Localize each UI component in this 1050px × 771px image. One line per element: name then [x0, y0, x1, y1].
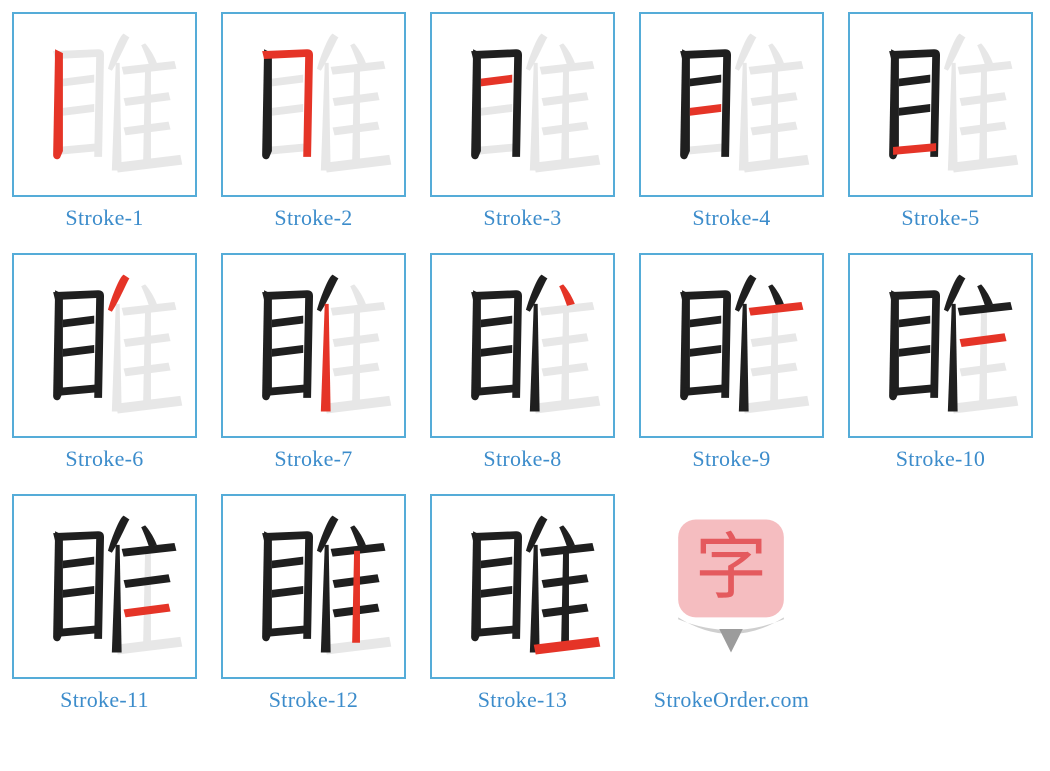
stroke-svg — [641, 255, 822, 436]
stroke-cell: Stroke-10 — [848, 253, 1033, 472]
stroke-cell: Stroke-6 — [12, 253, 197, 472]
stroke-caption: Stroke-6 — [65, 446, 143, 472]
stroke-caption: Stroke-10 — [896, 446, 985, 472]
stroke-caption: Stroke-7 — [274, 446, 352, 472]
stroke-tile — [639, 253, 824, 438]
stroke-cell: Stroke-11 — [12, 494, 197, 713]
stroke-svg — [14, 14, 195, 195]
stroke-svg — [223, 255, 404, 436]
stroke-svg — [432, 496, 613, 677]
stroke-cell: Stroke-9 — [639, 253, 824, 472]
stroke-tile — [430, 12, 615, 197]
stroke-tile — [221, 253, 406, 438]
logo-svg: 字 — [641, 496, 822, 677]
stroke-cell: Stroke-7 — [221, 253, 406, 472]
stroke-cell: Stroke-4 — [639, 12, 824, 231]
stroke-cell: Stroke-5 — [848, 12, 1033, 231]
stroke-caption: Stroke-5 — [901, 205, 979, 231]
logo-cell: 字 StrokeOrder.com — [639, 494, 824, 713]
stroke-caption: Stroke-3 — [483, 205, 561, 231]
logo-glyph: 字 — [695, 527, 767, 608]
stroke-cell: Stroke-2 — [221, 12, 406, 231]
stroke-svg — [14, 496, 195, 677]
stroke-caption: Stroke-1 — [65, 205, 143, 231]
stroke-svg — [223, 496, 404, 677]
stroke-svg — [223, 14, 404, 195]
stroke-cell: Stroke-3 — [430, 12, 615, 231]
stroke-cell: Stroke-13 — [430, 494, 615, 713]
stroke-cell: Stroke-12 — [221, 494, 406, 713]
logo-tile: 字 — [639, 494, 824, 679]
stroke-order-grid: Stroke-1 Stroke-2 Stroke-3 Stroke-4 Stroke-5… — [12, 12, 1038, 713]
stroke-svg — [14, 255, 195, 436]
stroke-caption: Stroke-2 — [274, 205, 352, 231]
stroke-cell: Stroke-8 — [430, 253, 615, 472]
stroke-tile — [12, 253, 197, 438]
stroke-svg — [432, 255, 613, 436]
stroke-svg — [641, 14, 822, 195]
stroke-caption: Stroke-9 — [692, 446, 770, 472]
stroke-caption: Stroke-11 — [60, 687, 149, 713]
stroke-caption: Stroke-12 — [269, 687, 358, 713]
stroke-tile — [848, 12, 1033, 197]
logo-caption: StrokeOrder.com — [654, 687, 809, 713]
stroke-tile — [430, 253, 615, 438]
stroke-svg — [432, 14, 613, 195]
stroke-tile — [848, 253, 1033, 438]
stroke-caption: Stroke-8 — [483, 446, 561, 472]
stroke-cell: Stroke-1 — [12, 12, 197, 231]
stroke-tile — [12, 12, 197, 197]
stroke-tile — [430, 494, 615, 679]
stroke-tile — [12, 494, 197, 679]
stroke-tile — [639, 12, 824, 197]
stroke-caption: Stroke-13 — [478, 687, 567, 713]
stroke-svg — [850, 14, 1031, 195]
stroke-svg — [850, 255, 1031, 436]
stroke-tile — [221, 12, 406, 197]
stroke-tile — [221, 494, 406, 679]
stroke-caption: Stroke-4 — [692, 205, 770, 231]
